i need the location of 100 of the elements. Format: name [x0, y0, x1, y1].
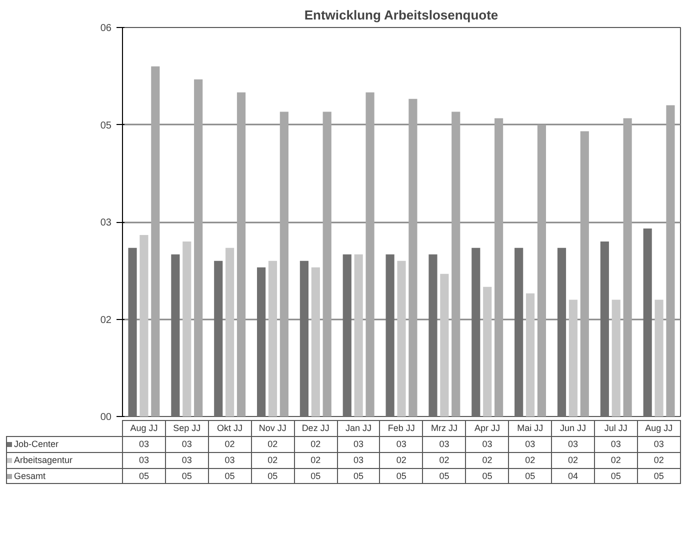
- data-label: 05: [165, 468, 208, 484]
- data-label: 02: [251, 436, 294, 452]
- legend-label: Gesamt: [6, 468, 122, 484]
- data-label: 03: [208, 452, 252, 468]
- x-tick-label: Mrz JJ: [422, 420, 466, 436]
- bar: [214, 260, 223, 416]
- chart-title: Entwicklung Arbeitslosenquote: [304, 8, 498, 22]
- bar: [428, 254, 438, 416]
- data-label: 05: [637, 468, 680, 484]
- legend-label: Job-Center: [6, 436, 122, 452]
- data-label: 03: [380, 436, 423, 452]
- bar: [623, 118, 632, 416]
- legend-label: Arbeitsagentur: [6, 452, 122, 468]
- bar: [386, 254, 394, 416]
- x-tick-label: Sep JJ: [165, 420, 208, 436]
- data-label: 02: [552, 452, 594, 468]
- bar: [311, 267, 320, 416]
- bar: [171, 254, 180, 416]
- data-label: 03: [594, 436, 638, 452]
- bar: [354, 254, 363, 416]
- data-label: 05: [508, 468, 552, 484]
- bar: [612, 300, 620, 416]
- data-label: 03: [165, 452, 208, 468]
- bar: [666, 105, 675, 416]
- data-label: 05: [122, 468, 166, 484]
- data-label: 02: [294, 452, 338, 468]
- data-label: 02: [294, 436, 338, 452]
- bar: [151, 66, 160, 416]
- bar: [366, 92, 374, 416]
- bar: [182, 241, 192, 416]
- data-label: 02: [508, 452, 552, 468]
- y-tick-label: 06: [100, 23, 112, 34]
- bar: [514, 248, 524, 416]
- data-label: 05: [422, 468, 466, 484]
- data-label: 02: [380, 452, 423, 468]
- x-tick-label: Jun JJ: [552, 420, 594, 436]
- bar: [643, 228, 652, 416]
- bar: [494, 118, 504, 416]
- x-tick-label: Okt JJ: [208, 420, 252, 436]
- data-label: 05: [380, 468, 423, 484]
- bar: [226, 248, 234, 416]
- bar: [568, 300, 578, 416]
- y-tick-label: 02: [100, 314, 112, 326]
- x-tick-label: Aug JJ: [637, 420, 680, 436]
- data-label: 02: [422, 452, 466, 468]
- bar: [280, 112, 288, 416]
- data-label: 02: [466, 452, 509, 468]
- y-tick-label: 05: [100, 120, 112, 132]
- data-label: 03: [337, 452, 380, 468]
- data-label: 03: [508, 436, 552, 452]
- bar: [440, 274, 449, 416]
- bar: [128, 248, 137, 416]
- data-label: 05: [594, 468, 638, 484]
- bar: [268, 260, 278, 416]
- x-tick-label: Jul JJ: [594, 420, 638, 436]
- data-label: 03: [165, 436, 208, 452]
- y-tick-label: 00: [100, 412, 112, 423]
- bar: [397, 260, 406, 416]
- y-tick-label: 03: [100, 218, 112, 228]
- bar: [300, 260, 308, 416]
- x-tick-label: Nov JJ: [251, 420, 294, 436]
- x-tick-label: Feb JJ: [380, 420, 423, 436]
- bar: [537, 124, 546, 416]
- bar: [483, 286, 492, 416]
- bar: [472, 248, 480, 416]
- data-label: 03: [422, 436, 466, 452]
- bar: [236, 92, 246, 416]
- bar: [557, 248, 566, 416]
- data-label: 02: [208, 436, 252, 452]
- bar: [580, 131, 589, 416]
- data-label: 03: [122, 436, 166, 452]
- bar: [140, 234, 148, 416]
- x-tick-label: Aug JJ: [122, 420, 166, 436]
- x-tick-label: Jan JJ: [337, 420, 380, 436]
- data-label: 03: [552, 436, 594, 452]
- data-label: 05: [337, 468, 380, 484]
- bar: [322, 112, 332, 416]
- data-label: 05: [251, 468, 294, 484]
- data-label: 05: [466, 468, 509, 484]
- bar: [600, 241, 609, 416]
- data-label: 03: [337, 436, 380, 452]
- data-label: 03: [122, 452, 166, 468]
- bar: [526, 293, 535, 416]
- data-label: 03: [637, 436, 680, 452]
- bar: [654, 300, 664, 416]
- x-tick-label: Mai JJ: [508, 420, 552, 436]
- data-label: 03: [466, 436, 509, 452]
- bar: [452, 112, 460, 416]
- data-label: 02: [251, 452, 294, 468]
- data-label: 04: [552, 468, 594, 484]
- data-label: 02: [637, 452, 680, 468]
- bar: [256, 267, 266, 416]
- data-label: 05: [294, 468, 338, 484]
- x-tick-label: Dez JJ: [294, 420, 338, 436]
- data-label: 05: [208, 468, 252, 484]
- bar: [408, 98, 418, 416]
- bar: [342, 254, 352, 416]
- bar: [194, 79, 203, 416]
- x-tick-label: Apr JJ: [466, 420, 509, 436]
- data-label: 02: [594, 452, 638, 468]
